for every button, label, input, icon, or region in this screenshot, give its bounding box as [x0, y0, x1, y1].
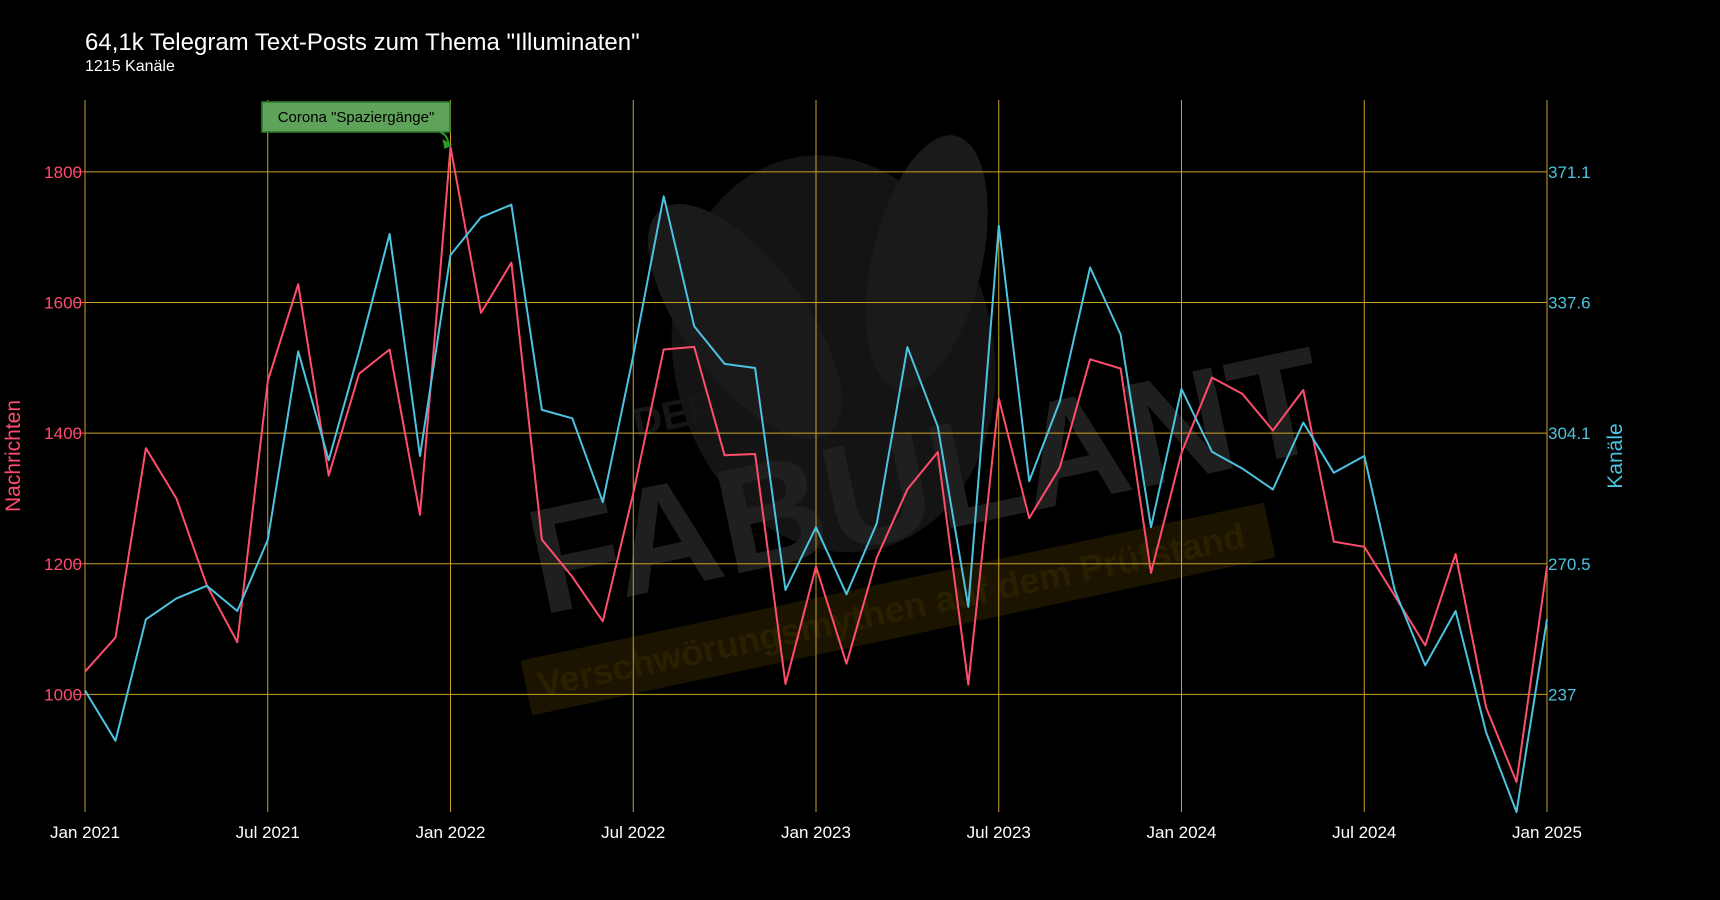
watermark-logo: DER FABULANT Verschwörungsmythen auf dem…	[513, 135, 1339, 716]
y-axis-right-label: Kanäle	[1604, 423, 1627, 488]
y-left-tick-label: 1400	[44, 424, 82, 443]
y-left-tick-label: 1000	[44, 685, 82, 704]
x-tick-label: Jul 2021	[236, 823, 300, 842]
y-axis-left-label: Nachrichten	[2, 400, 25, 512]
x-tick-label: Jul 2024	[1332, 823, 1396, 842]
y-right-tick-label: 237	[1548, 685, 1576, 704]
annotation-text: Corona "Spaziergänge"	[278, 109, 435, 126]
annotation-box	[261, 101, 451, 133]
axes: Jan 2021 Jul 2021 Jan 2022 Jul 2022 Jan 2023…	[44, 163, 1590, 842]
y-left-tick-label: 1800	[44, 163, 82, 182]
x-tick-label: Jan 2021	[50, 823, 120, 842]
y-right-tick-label: 371.1	[1548, 163, 1591, 182]
series-layer	[84, 146, 1548, 813]
x-tick-label: Jul 2023	[967, 823, 1031, 842]
watermark-rabbit-ear-left	[648, 204, 842, 440]
x-tick-label: Jan 2024	[1147, 823, 1217, 842]
y-right-tick-label: 270.5	[1548, 555, 1591, 574]
series-line-kanäle	[84, 195, 1548, 813]
annotation-layer: Corona "Spaziergänge"	[261, 101, 453, 150]
y-right-tick-label: 304.1	[1548, 424, 1591, 443]
annotation-arrowhead	[442, 139, 453, 150]
chart-subtitle: 1215 Kanäle	[85, 58, 175, 75]
y-right-tick-label: 337.6	[1548, 293, 1591, 312]
chart-title: 64,1k Telegram Text-Posts zum Thema "Ill…	[85, 29, 640, 56]
series-line-nachrichten	[84, 146, 1548, 783]
y-left-tick-label: 1200	[44, 555, 82, 574]
x-tick-label: Jan 2022	[416, 823, 486, 842]
watermark-band	[520, 502, 1276, 716]
x-tick-label: Jan 2025	[1512, 823, 1582, 842]
x-tick-label: Jul 2022	[601, 823, 665, 842]
x-tick-label: Jan 2023	[781, 823, 851, 842]
y-left-tick-label: 1600	[44, 293, 82, 312]
watermark-rabbit-ear-right	[865, 135, 988, 390]
annotation-arrow	[439, 131, 450, 144]
